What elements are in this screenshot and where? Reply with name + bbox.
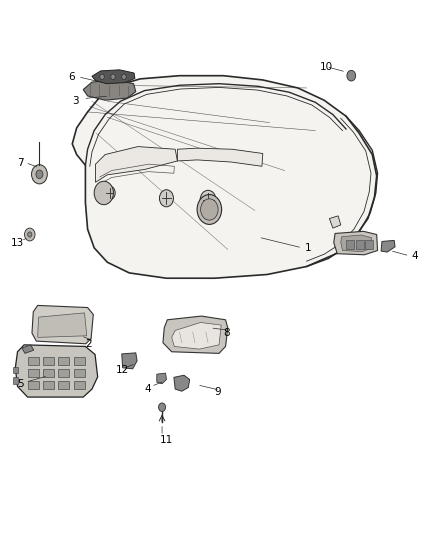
Polygon shape	[157, 373, 166, 384]
Bar	[43, 369, 54, 377]
Bar	[356, 240, 364, 249]
Bar	[365, 240, 373, 249]
Text: 4: 4	[412, 251, 418, 261]
Polygon shape	[15, 345, 98, 397]
Bar	[28, 369, 39, 377]
Text: 11: 11	[160, 435, 173, 445]
Polygon shape	[172, 322, 221, 349]
Circle shape	[25, 228, 35, 241]
Polygon shape	[95, 147, 177, 182]
Circle shape	[159, 190, 173, 207]
Bar	[13, 367, 18, 373]
Polygon shape	[381, 240, 395, 252]
Text: 5: 5	[18, 379, 24, 389]
Circle shape	[200, 190, 216, 209]
Circle shape	[201, 199, 218, 220]
Polygon shape	[92, 70, 135, 84]
Polygon shape	[334, 231, 378, 255]
Polygon shape	[32, 305, 93, 344]
Text: 3: 3	[72, 96, 79, 106]
Circle shape	[100, 74, 104, 79]
Text: 2: 2	[85, 339, 92, 349]
Circle shape	[28, 232, 32, 237]
Text: 4: 4	[145, 384, 151, 394]
Bar	[58, 381, 69, 389]
Bar	[43, 381, 54, 389]
Bar	[58, 357, 69, 365]
Polygon shape	[83, 80, 136, 100]
Circle shape	[36, 170, 43, 179]
Bar	[58, 369, 69, 377]
Circle shape	[122, 74, 126, 79]
Bar	[74, 357, 85, 365]
Text: 8: 8	[223, 328, 230, 338]
Bar	[43, 357, 54, 365]
Bar	[74, 381, 85, 389]
Bar	[346, 240, 354, 249]
Text: 1: 1	[304, 243, 311, 253]
Circle shape	[347, 70, 356, 81]
Polygon shape	[177, 148, 263, 166]
Polygon shape	[329, 216, 341, 228]
Polygon shape	[174, 375, 190, 391]
Text: 10: 10	[320, 62, 333, 71]
Circle shape	[94, 181, 113, 205]
Text: 13: 13	[11, 238, 24, 247]
Text: 12: 12	[116, 366, 129, 375]
Text: 9: 9	[215, 387, 221, 397]
Bar	[13, 377, 18, 384]
Polygon shape	[72, 76, 377, 278]
Circle shape	[104, 186, 115, 200]
Polygon shape	[163, 316, 228, 353]
Polygon shape	[38, 313, 87, 337]
Text: 7: 7	[18, 158, 24, 167]
Polygon shape	[122, 353, 137, 369]
Circle shape	[111, 74, 115, 79]
Circle shape	[32, 165, 47, 184]
Polygon shape	[341, 235, 372, 252]
Bar	[28, 357, 39, 365]
Text: 6: 6	[68, 72, 74, 82]
Circle shape	[159, 403, 166, 411]
Polygon shape	[22, 345, 34, 353]
Bar	[74, 369, 85, 377]
Bar	[28, 381, 39, 389]
Circle shape	[197, 195, 222, 224]
